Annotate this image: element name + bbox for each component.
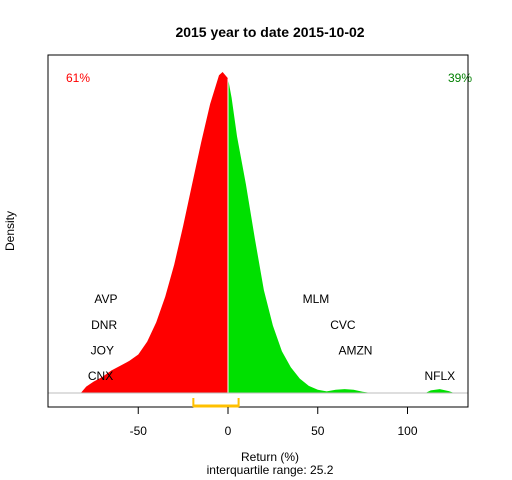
density-area-layer [80,72,455,394]
positive-density-area [228,78,455,394]
ticker-annotation: CNX [88,369,113,383]
x-tick-label: -50 [130,424,148,438]
x-tick-label: 50 [311,424,325,438]
ticker-annotation: AMZN [338,343,372,357]
ticker-annotation: NFLX [424,369,455,383]
x-axis: -50 0 50 100 [130,407,418,438]
interquartile-range-marker [192,398,240,408]
ticker-annotation: AVP [94,292,117,306]
ticker-annotation: JOY [91,343,114,357]
x-tick-label: 0 [225,424,232,438]
plot-frame [47,54,469,408]
x-axis-label: Return (%) [241,450,299,464]
chart-title: 2015 year to date 2015-10-02 [175,24,364,40]
positive-share-label: 39% [448,71,472,85]
x-tick-label: 100 [397,424,417,438]
y-axis-label: Density [3,211,17,251]
ticker-annotation: CVC [330,318,356,332]
ticker-annotation: DNR [91,318,117,332]
interquartile-caption: interquartile range: 25.2 [207,463,334,477]
negative-density-area [80,72,228,393]
ticker-annotation: MLM [303,292,330,306]
negative-share-label: 61% [66,71,90,85]
